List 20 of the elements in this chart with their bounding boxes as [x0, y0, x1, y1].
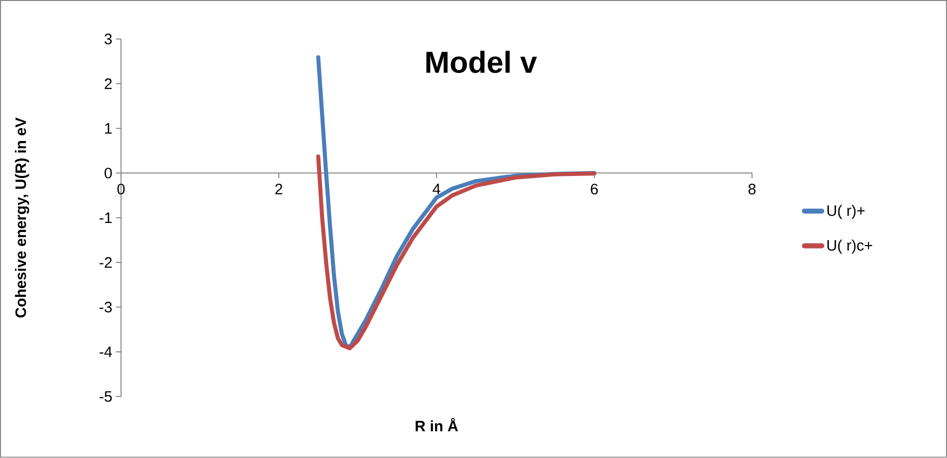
x-tick-label: 8: [748, 184, 756, 195]
y-tick-label: 1: [105, 123, 112, 134]
chart-title: Model v: [426, 50, 537, 74]
y-tick-label: -3: [100, 302, 112, 313]
y-tick-label: -5: [100, 391, 112, 402]
legend-label: U( r)c+: [827, 240, 872, 254]
y-tick-label: 0: [104, 168, 112, 179]
x-tick-label: 0: [117, 184, 125, 195]
x-tick-label: 2: [275, 184, 282, 194]
y-tick-label: -2: [100, 257, 112, 268]
x-tick-label: 6: [590, 184, 598, 195]
y-tick-label: 2: [104, 78, 112, 90]
line-series: [316, 154, 596, 350]
x-axis-title: R in Å: [416, 418, 458, 432]
x-tick-label: 4: [432, 184, 440, 194]
legend-label: U( r)+: [827, 204, 865, 220]
y-tick-label: 3: [104, 34, 112, 44]
y-tick-label: -4: [100, 346, 112, 358]
y-tick-label: -1: [100, 212, 112, 224]
y-axis-title: Cohesive energy, U(R) in eV: [14, 118, 30, 318]
